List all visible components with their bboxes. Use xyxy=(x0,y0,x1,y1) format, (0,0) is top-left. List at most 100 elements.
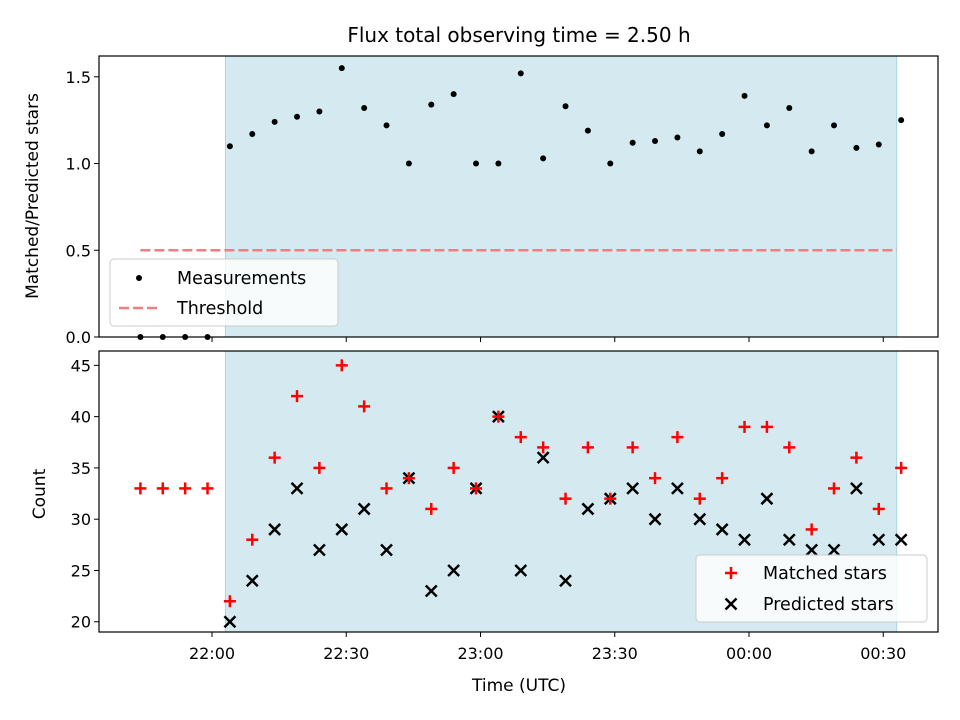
matched-star-point xyxy=(828,482,841,495)
measurement-point xyxy=(719,131,726,138)
matched-star-point xyxy=(514,431,527,444)
measurement-point xyxy=(763,122,770,129)
predicted-star-point xyxy=(648,512,662,526)
chart-title: Flux total observing time = 2.50 h xyxy=(347,23,690,47)
bottom-x-tick-label: 00:30 xyxy=(860,644,906,663)
legend-predicted-marker xyxy=(724,597,738,611)
legend-matched-label: Matched stars xyxy=(763,564,887,584)
matched-star-point xyxy=(716,472,729,485)
matched-star-point xyxy=(425,502,438,515)
predicted-star-point xyxy=(380,543,393,557)
measurement-point xyxy=(786,105,793,112)
bottom-y-axis-label: Count xyxy=(30,468,50,519)
bottom-y-tick-label: 40 xyxy=(71,408,91,427)
matched-star-point xyxy=(738,420,751,433)
matched-star-point xyxy=(134,482,147,495)
top-y-axis-label: Matched/Predicted stars xyxy=(23,93,43,299)
measurement-point xyxy=(898,117,905,124)
legend-measurements-label: Measurements xyxy=(177,269,306,289)
predicted-star-point xyxy=(245,574,259,588)
matched-star-point xyxy=(581,441,594,454)
top-y-tick-label: 0.0 xyxy=(66,328,91,347)
measurement-point xyxy=(405,160,412,167)
measurement-point xyxy=(652,137,659,144)
bottom-axes-frame xyxy=(98,350,939,633)
predicted-star-point xyxy=(872,533,886,547)
predicted-star-point xyxy=(626,482,640,495)
matched-star-point xyxy=(537,441,550,454)
measurement-point xyxy=(361,105,368,112)
bottom-y-tick-label: 45 xyxy=(71,356,91,375)
measurement-point xyxy=(562,103,569,110)
predicted-star-point xyxy=(894,533,908,547)
predicted-star-point xyxy=(223,615,237,629)
matched-star-point xyxy=(179,482,192,495)
bottom-x-tick-label: 22:00 xyxy=(189,644,235,663)
matched-star-point xyxy=(246,533,259,546)
predicted-star-point xyxy=(290,482,304,495)
matched-star-point xyxy=(895,461,908,474)
predicted-star-point xyxy=(715,523,729,536)
matched-star-point xyxy=(850,451,863,464)
legend-matched-marker xyxy=(725,567,737,579)
matched-star-point xyxy=(626,441,639,454)
plot-layer: 0.0 0.5 1.0 1.5 Measurements Threshold 20 25 30 3… xyxy=(66,55,939,663)
matched-star-point xyxy=(649,472,662,485)
predicted-star-point xyxy=(805,543,819,557)
measurement-point xyxy=(607,160,614,167)
x-axis-label: Time (UTC) xyxy=(471,676,566,696)
measurement-point xyxy=(294,113,301,120)
predicted-star-point xyxy=(738,533,751,547)
measurement-point xyxy=(271,118,278,125)
matched-star-point xyxy=(380,482,393,495)
matched-star-point xyxy=(156,482,169,495)
top-y-tick-label: 0.5 xyxy=(66,241,91,260)
measurement-point xyxy=(875,141,882,148)
matched-star-point xyxy=(447,461,460,474)
measurement-point xyxy=(450,91,457,98)
predicted-star-point xyxy=(424,584,438,598)
predicted-star-point xyxy=(335,523,349,536)
bottom-y-tick-label: 35 xyxy=(71,459,91,478)
predicted-star-point xyxy=(559,574,572,588)
top-y-tick-label: 1.5 xyxy=(66,68,91,87)
predicted-star-point xyxy=(268,523,282,536)
measurement-point xyxy=(831,122,838,129)
bottom-y-tick-label: 20 xyxy=(71,613,91,632)
matched-star-point xyxy=(872,502,885,515)
predicted-star-point xyxy=(514,564,528,577)
matched-star-point xyxy=(268,451,281,464)
measurement-point xyxy=(316,108,323,115)
measurement-point xyxy=(338,65,345,72)
bottom-x-tick-label: 23:00 xyxy=(457,644,503,663)
bottom-legend xyxy=(695,554,928,623)
matched-star-point xyxy=(223,595,236,608)
bottom-x-tick-label: 22:30 xyxy=(323,644,369,663)
predicted-star-point xyxy=(693,512,707,526)
matched-star-point xyxy=(201,482,214,495)
predicted-star-point xyxy=(581,502,595,516)
measurement-point xyxy=(383,122,390,129)
measurement-point xyxy=(629,139,636,146)
measurement-point xyxy=(473,160,480,167)
top-y-tick-label: 1.0 xyxy=(66,155,91,174)
legend-predicted-label: Predicted stars xyxy=(763,595,894,615)
measurement-point xyxy=(696,148,703,155)
matched-star-point xyxy=(335,359,348,372)
matched-star-point xyxy=(760,420,773,433)
predicted-star-point xyxy=(760,492,774,506)
measurement-point xyxy=(540,155,547,162)
predicted-star-point xyxy=(313,543,326,557)
bottom-y-tick-label: 25 xyxy=(71,561,91,580)
bottom-x-tick-label: 00:00 xyxy=(726,644,772,663)
matched-star-point xyxy=(604,492,617,505)
matched-star-point xyxy=(492,410,505,423)
matched-star-point xyxy=(402,472,415,485)
measurement-point xyxy=(674,134,681,141)
matched-star-point xyxy=(671,431,684,444)
legend-threshold-label: Threshold xyxy=(176,299,263,319)
bottom-x-tick-label: 23:30 xyxy=(592,644,638,663)
top-axes-frame xyxy=(98,55,939,338)
measurement-point xyxy=(808,148,815,155)
